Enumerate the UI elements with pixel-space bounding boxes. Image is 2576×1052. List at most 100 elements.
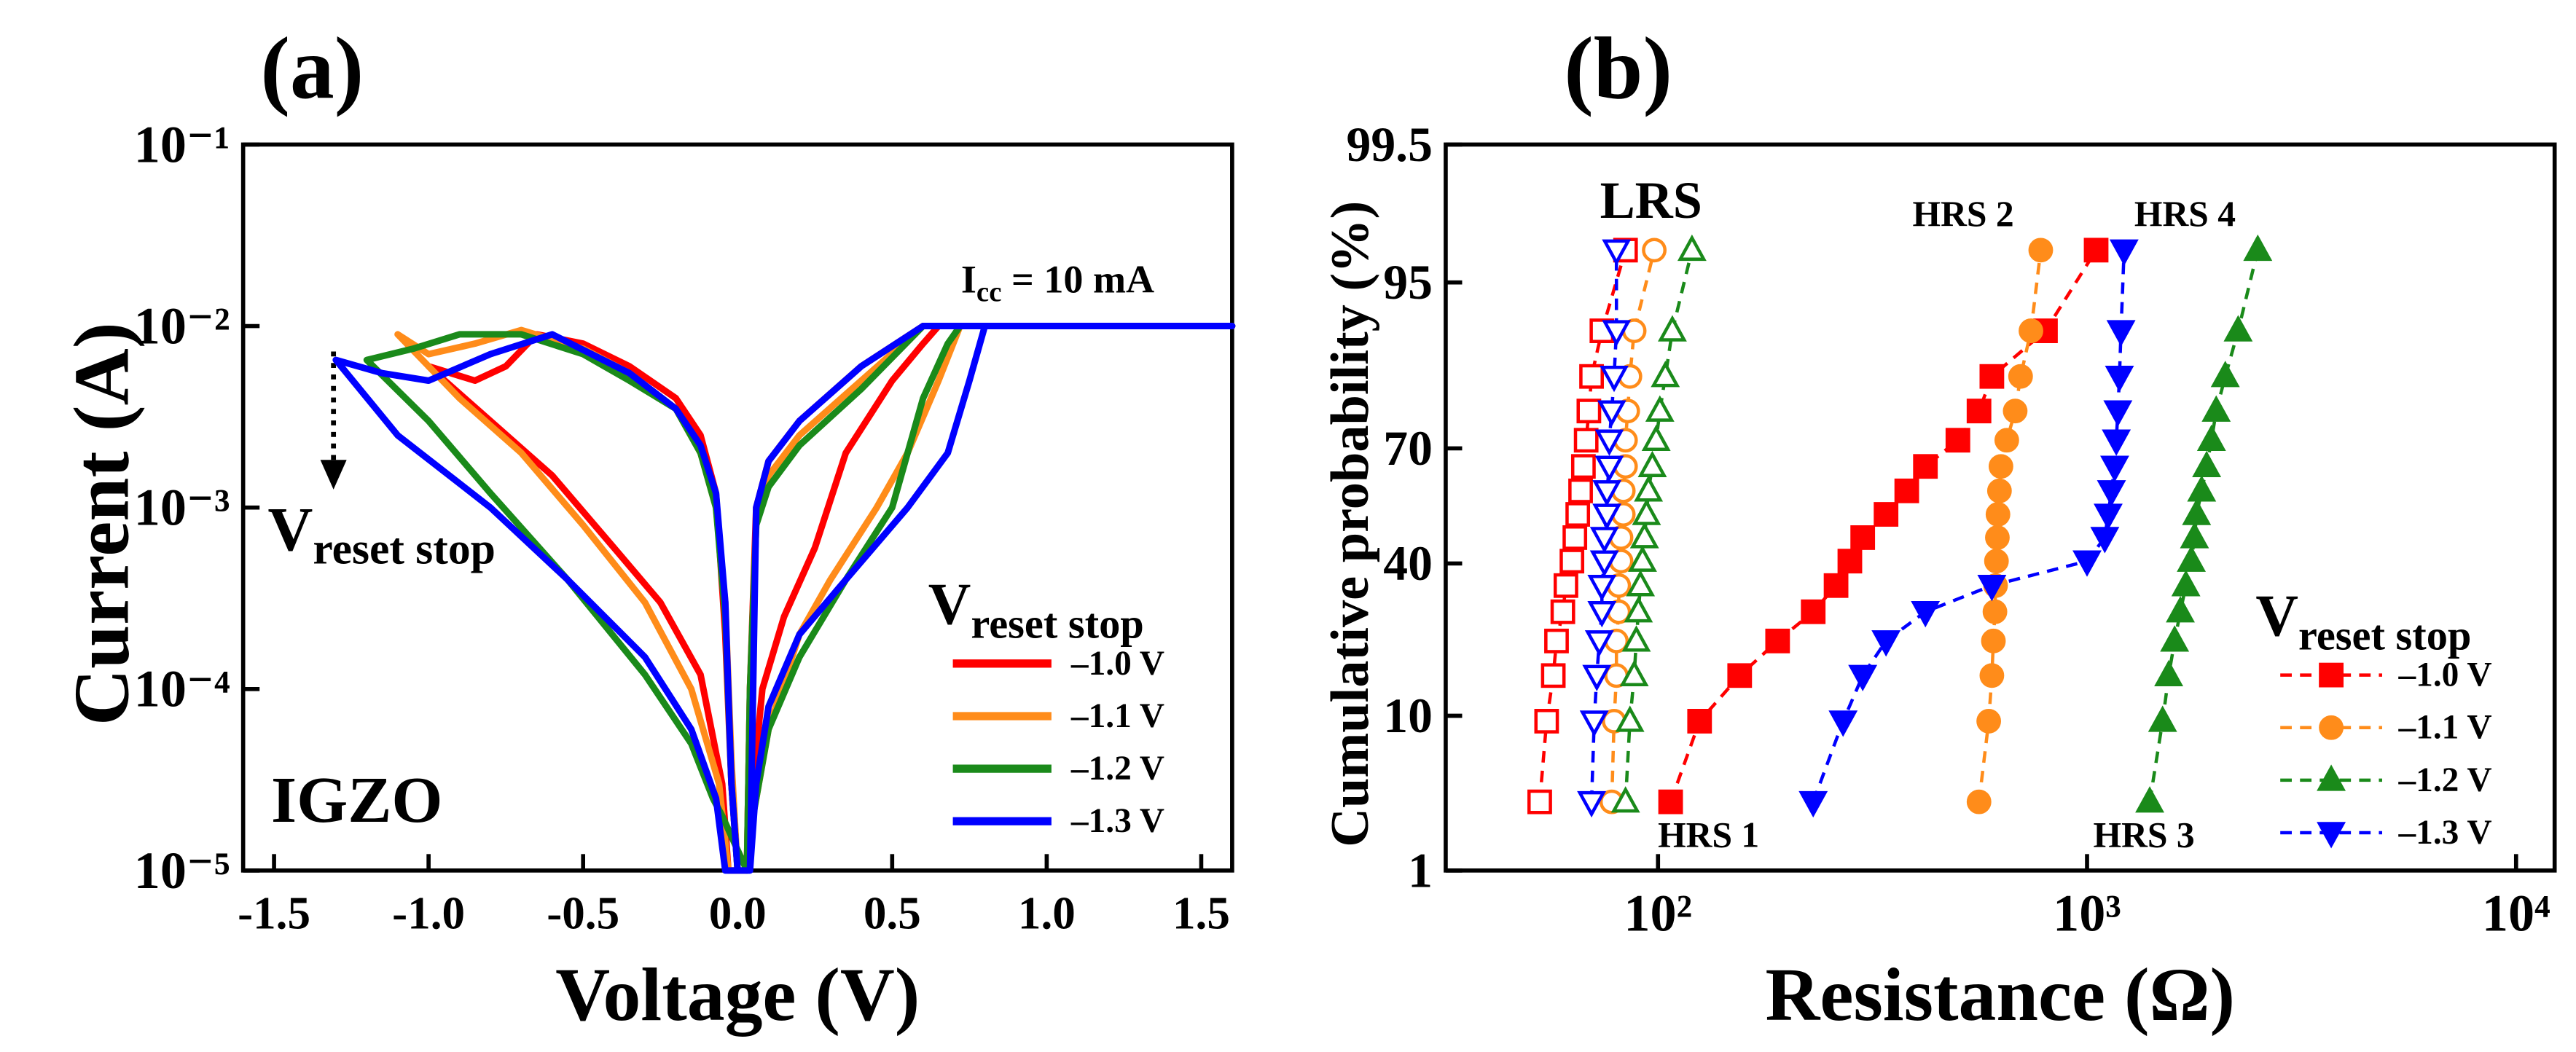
marker bbox=[1981, 628, 2006, 653]
marker bbox=[1988, 454, 2013, 479]
marker bbox=[1979, 663, 2005, 688]
annotation-text: V bbox=[267, 494, 313, 563]
marker bbox=[1579, 710, 1609, 737]
marker bbox=[1559, 549, 1585, 574]
marker bbox=[2102, 429, 2131, 456]
marker bbox=[1579, 364, 1604, 389]
marker bbox=[1850, 525, 1876, 550]
annotation: HRS 1 bbox=[1658, 814, 1759, 855]
x-tick-label: -0.5 bbox=[547, 887, 619, 938]
marker bbox=[1534, 708, 1559, 734]
marker bbox=[2180, 522, 2209, 549]
marker bbox=[2210, 361, 2240, 388]
marker bbox=[2148, 705, 2177, 732]
marker bbox=[2105, 365, 2134, 393]
marker bbox=[1577, 790, 1607, 818]
legend-label: –1.1 V bbox=[1070, 697, 1164, 735]
marker bbox=[1894, 478, 1919, 503]
annotation-text: HRS 4 bbox=[2134, 194, 2236, 234]
annotation-subscript: cc bbox=[976, 276, 1002, 307]
marker bbox=[1634, 475, 1664, 502]
y-tick-label: 10⁻⁴ bbox=[134, 660, 230, 718]
marker bbox=[1632, 498, 1661, 525]
marker bbox=[1677, 234, 1707, 262]
y-axis-title: Current (A) bbox=[58, 322, 145, 726]
marker bbox=[1966, 399, 1992, 424]
annotation-text: LRS bbox=[1600, 171, 1702, 229]
marker bbox=[1582, 664, 1612, 691]
marker bbox=[1985, 502, 2011, 527]
data-line bbox=[363, 323, 1236, 874]
y-tick-label: 70 bbox=[1383, 421, 1433, 476]
marker bbox=[2003, 399, 2028, 424]
marker bbox=[2090, 527, 2120, 554]
annotation-subscript: reset stop bbox=[971, 600, 1143, 647]
x-tick-label: 10⁴ bbox=[2482, 884, 2550, 942]
marker bbox=[2072, 550, 2102, 577]
marker bbox=[1540, 663, 1566, 688]
marker bbox=[1641, 424, 1671, 451]
marker bbox=[2008, 364, 2033, 389]
marker bbox=[1562, 525, 1588, 550]
marker bbox=[1570, 454, 1596, 479]
annotation-text: (b) bbox=[1564, 20, 1672, 118]
marker bbox=[1945, 428, 1970, 453]
marker bbox=[1687, 708, 1712, 734]
x-tick-label: 10³ bbox=[2053, 884, 2121, 942]
marker bbox=[2106, 320, 2136, 347]
marker bbox=[1911, 601, 1941, 628]
marker bbox=[2192, 450, 2222, 477]
marker bbox=[1594, 429, 1624, 456]
marker bbox=[2028, 238, 2054, 263]
marker bbox=[2097, 480, 2126, 507]
marker bbox=[1977, 575, 2007, 602]
marker bbox=[1798, 790, 1828, 818]
plot-frame bbox=[1444, 142, 2557, 873]
marker bbox=[2196, 424, 2226, 451]
marker bbox=[2319, 715, 2344, 740]
marker bbox=[1823, 573, 1849, 598]
annotation: Vreset stop bbox=[267, 494, 495, 573]
marker bbox=[2154, 659, 2184, 687]
y-axis-title: Cumulative probability (%) bbox=[1320, 201, 1380, 847]
marker bbox=[2135, 786, 2164, 813]
marker bbox=[2177, 545, 2207, 572]
marker bbox=[1587, 601, 1617, 628]
marker bbox=[1837, 549, 1863, 574]
legend-label: –1.2 V bbox=[1070, 750, 1164, 788]
marker bbox=[1986, 478, 2012, 503]
marker bbox=[1651, 361, 1680, 388]
marker bbox=[1565, 502, 1591, 527]
marker bbox=[1984, 549, 2009, 574]
marker bbox=[2160, 625, 2190, 652]
x-tick-label: 10² bbox=[1624, 884, 1692, 942]
marker bbox=[1615, 705, 1645, 732]
annotation-text: HRS 1 bbox=[1658, 814, 1759, 855]
marker bbox=[2019, 318, 2043, 343]
annotation: Icc = 10 mA bbox=[961, 257, 1154, 307]
marker bbox=[2103, 400, 2133, 427]
annotation-text: I bbox=[961, 257, 976, 301]
annotation: (a) bbox=[260, 20, 364, 118]
annotation-text: HRS 3 bbox=[2094, 814, 2195, 855]
marker bbox=[1976, 708, 2002, 734]
marker bbox=[1765, 628, 1790, 653]
data-line bbox=[332, 323, 1236, 874]
marker bbox=[2243, 234, 2273, 262]
marker bbox=[1600, 365, 1629, 393]
marker bbox=[1610, 786, 1640, 813]
annotation-text: IGZO bbox=[271, 764, 442, 836]
annotation: (b) bbox=[1564, 20, 1672, 118]
marker bbox=[2083, 238, 2109, 263]
marker bbox=[1597, 400, 1626, 427]
marker bbox=[1913, 454, 1938, 479]
marker bbox=[2223, 315, 2253, 342]
marker bbox=[1584, 630, 1614, 657]
y-tick-label: 99.5 bbox=[1347, 117, 1433, 172]
marker bbox=[1568, 478, 1593, 503]
marker bbox=[2166, 596, 2195, 623]
marker bbox=[1602, 320, 1632, 347]
marker bbox=[1848, 664, 1878, 691]
annotation: Vreset stop bbox=[928, 572, 1144, 647]
